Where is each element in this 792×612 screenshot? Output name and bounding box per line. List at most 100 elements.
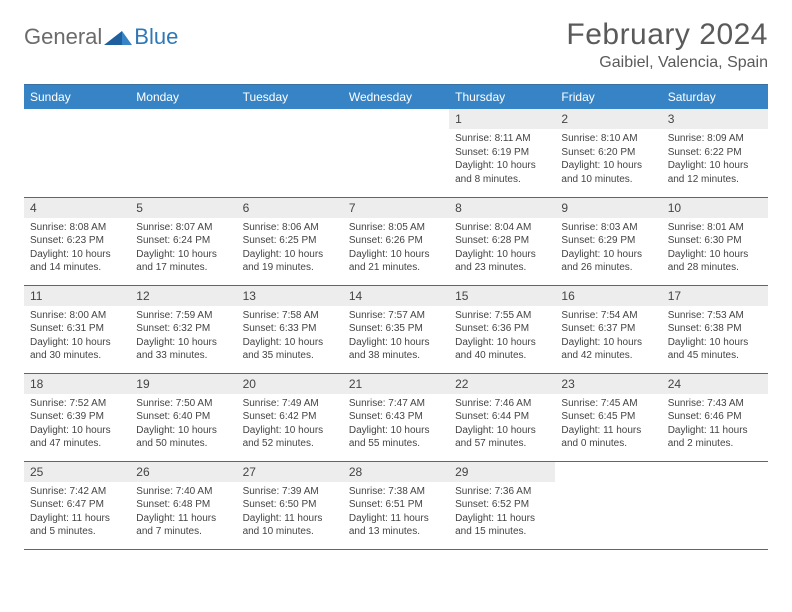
- day-sunrise: Sunrise: 8:08 AM: [30, 221, 124, 235]
- day-number: 20: [237, 374, 343, 394]
- calendar-cell: 18Sunrise: 7:52 AMSunset: 6:39 PMDayligh…: [24, 373, 130, 461]
- day-data: Sunrise: 7:58 AMSunset: 6:33 PMDaylight:…: [237, 306, 343, 367]
- day-data: Sunrise: 8:05 AMSunset: 6:26 PMDaylight:…: [343, 218, 449, 279]
- dayname-saturday: Saturday: [662, 85, 768, 110]
- day-sunrise: Sunrise: 8:09 AM: [668, 132, 762, 146]
- day-number: 1: [449, 109, 555, 129]
- day-sunrise: Sunrise: 8:00 AM: [30, 309, 124, 323]
- day-data: Sunrise: 7:54 AMSunset: 6:37 PMDaylight:…: [555, 306, 661, 367]
- calendar-cell: 4Sunrise: 8:08 AMSunset: 6:23 PMDaylight…: [24, 197, 130, 285]
- calendar-cell: 11Sunrise: 8:00 AMSunset: 6:31 PMDayligh…: [24, 285, 130, 373]
- day-sunrise: Sunrise: 7:50 AM: [136, 397, 230, 411]
- day-sunrise: Sunrise: 7:52 AM: [30, 397, 124, 411]
- day-data: Sunrise: 7:43 AMSunset: 6:46 PMDaylight:…: [662, 394, 768, 455]
- calendar-cell: 3Sunrise: 8:09 AMSunset: 6:22 PMDaylight…: [662, 109, 768, 197]
- day-data: Sunrise: 7:57 AMSunset: 6:35 PMDaylight:…: [343, 306, 449, 367]
- day-sunrise: Sunrise: 8:07 AM: [136, 221, 230, 235]
- day-data: Sunrise: 7:39 AMSunset: 6:50 PMDaylight:…: [237, 482, 343, 543]
- day-data: Sunrise: 8:10 AMSunset: 6:20 PMDaylight:…: [555, 129, 661, 190]
- day-sunrise: Sunrise: 7:57 AM: [349, 309, 443, 323]
- day-sunset: Sunset: 6:23 PM: [30, 234, 124, 248]
- dayname-tuesday: Tuesday: [237, 85, 343, 110]
- day-sunrise: Sunrise: 7:46 AM: [455, 397, 549, 411]
- calendar-cell: 7Sunrise: 8:05 AMSunset: 6:26 PMDaylight…: [343, 197, 449, 285]
- calendar-row: 1Sunrise: 8:11 AMSunset: 6:19 PMDaylight…: [24, 109, 768, 197]
- day-daylight: Daylight: 10 hours and 26 minutes.: [561, 248, 655, 275]
- day-number: 6: [237, 198, 343, 218]
- day-daylight: Daylight: 10 hours and 50 minutes.: [136, 424, 230, 451]
- logo-text-general: General: [24, 24, 102, 50]
- calendar-cell: 13Sunrise: 7:58 AMSunset: 6:33 PMDayligh…: [237, 285, 343, 373]
- day-data: Sunrise: 8:06 AMSunset: 6:25 PMDaylight:…: [237, 218, 343, 279]
- dayname-sunday: Sunday: [24, 85, 130, 110]
- day-sunset: Sunset: 6:40 PM: [136, 410, 230, 424]
- day-sunset: Sunset: 6:48 PM: [136, 498, 230, 512]
- day-number: 9: [555, 198, 661, 218]
- day-data: Sunrise: 8:01 AMSunset: 6:30 PMDaylight:…: [662, 218, 768, 279]
- day-sunrise: Sunrise: 7:40 AM: [136, 485, 230, 499]
- day-sunset: Sunset: 6:32 PM: [136, 322, 230, 336]
- calendar-row: 11Sunrise: 8:00 AMSunset: 6:31 PMDayligh…: [24, 285, 768, 373]
- calendar-table: Sunday Monday Tuesday Wednesday Thursday…: [24, 84, 768, 550]
- day-data: Sunrise: 7:46 AMSunset: 6:44 PMDaylight:…: [449, 394, 555, 455]
- calendar-cell: 23Sunrise: 7:45 AMSunset: 6:45 PMDayligh…: [555, 373, 661, 461]
- day-daylight: Daylight: 10 hours and 17 minutes.: [136, 248, 230, 275]
- day-sunset: Sunset: 6:45 PM: [561, 410, 655, 424]
- day-daylight: Daylight: 10 hours and 38 minutes.: [349, 336, 443, 363]
- day-data: Sunrise: 7:42 AMSunset: 6:47 PMDaylight:…: [24, 482, 130, 543]
- day-daylight: Daylight: 11 hours and 15 minutes.: [455, 512, 549, 539]
- day-sunset: Sunset: 6:30 PM: [668, 234, 762, 248]
- dayname-friday: Friday: [555, 85, 661, 110]
- day-daylight: Daylight: 11 hours and 5 minutes.: [30, 512, 124, 539]
- calendar-cell: [662, 461, 768, 549]
- calendar-cell: 5Sunrise: 8:07 AMSunset: 6:24 PMDaylight…: [130, 197, 236, 285]
- calendar-cell: 28Sunrise: 7:38 AMSunset: 6:51 PMDayligh…: [343, 461, 449, 549]
- day-sunset: Sunset: 6:44 PM: [455, 410, 549, 424]
- calendar-cell: [343, 109, 449, 197]
- calendar-cell: [555, 461, 661, 549]
- day-sunset: Sunset: 6:28 PM: [455, 234, 549, 248]
- day-data: Sunrise: 7:45 AMSunset: 6:45 PMDaylight:…: [555, 394, 661, 455]
- day-number: 22: [449, 374, 555, 394]
- calendar-body: 1Sunrise: 8:11 AMSunset: 6:19 PMDaylight…: [24, 109, 768, 549]
- day-daylight: Daylight: 10 hours and 40 minutes.: [455, 336, 549, 363]
- day-daylight: Daylight: 10 hours and 57 minutes.: [455, 424, 549, 451]
- dayname-monday: Monday: [130, 85, 236, 110]
- day-daylight: Daylight: 10 hours and 45 minutes.: [668, 336, 762, 363]
- day-number: 10: [662, 198, 768, 218]
- calendar-cell: 1Sunrise: 8:11 AMSunset: 6:19 PMDaylight…: [449, 109, 555, 197]
- day-data: Sunrise: 8:07 AMSunset: 6:24 PMDaylight:…: [130, 218, 236, 279]
- day-data: Sunrise: 7:38 AMSunset: 6:51 PMDaylight:…: [343, 482, 449, 543]
- day-number: 27: [237, 462, 343, 482]
- day-sunrise: Sunrise: 7:38 AM: [349, 485, 443, 499]
- calendar-cell: 17Sunrise: 7:53 AMSunset: 6:38 PMDayligh…: [662, 285, 768, 373]
- day-sunrise: Sunrise: 7:42 AM: [30, 485, 124, 499]
- day-sunset: Sunset: 6:26 PM: [349, 234, 443, 248]
- calendar-cell: 19Sunrise: 7:50 AMSunset: 6:40 PMDayligh…: [130, 373, 236, 461]
- day-number: 15: [449, 286, 555, 306]
- day-number: 17: [662, 286, 768, 306]
- day-number: 29: [449, 462, 555, 482]
- dayname-wednesday: Wednesday: [343, 85, 449, 110]
- day-daylight: Daylight: 11 hours and 13 minutes.: [349, 512, 443, 539]
- day-daylight: Daylight: 10 hours and 12 minutes.: [668, 159, 762, 186]
- day-sunrise: Sunrise: 8:06 AM: [243, 221, 337, 235]
- day-sunset: Sunset: 6:43 PM: [349, 410, 443, 424]
- day-sunset: Sunset: 6:35 PM: [349, 322, 443, 336]
- day-data: Sunrise: 8:03 AMSunset: 6:29 PMDaylight:…: [555, 218, 661, 279]
- day-daylight: Daylight: 10 hours and 19 minutes.: [243, 248, 337, 275]
- day-number: 25: [24, 462, 130, 482]
- day-number: 23: [555, 374, 661, 394]
- day-data: Sunrise: 7:53 AMSunset: 6:38 PMDaylight:…: [662, 306, 768, 367]
- day-sunrise: Sunrise: 7:59 AM: [136, 309, 230, 323]
- day-sunset: Sunset: 6:42 PM: [243, 410, 337, 424]
- calendar-cell: 10Sunrise: 8:01 AMSunset: 6:30 PMDayligh…: [662, 197, 768, 285]
- calendar-cell: [237, 109, 343, 197]
- location-title: Gaibiel, Valencia, Spain: [566, 54, 768, 72]
- day-data: Sunrise: 7:40 AMSunset: 6:48 PMDaylight:…: [130, 482, 236, 543]
- calendar-cell: 27Sunrise: 7:39 AMSunset: 6:50 PMDayligh…: [237, 461, 343, 549]
- calendar-cell: 2Sunrise: 8:10 AMSunset: 6:20 PMDaylight…: [555, 109, 661, 197]
- calendar-cell: 9Sunrise: 8:03 AMSunset: 6:29 PMDaylight…: [555, 197, 661, 285]
- calendar-cell: 22Sunrise: 7:46 AMSunset: 6:44 PMDayligh…: [449, 373, 555, 461]
- calendar-cell: 21Sunrise: 7:47 AMSunset: 6:43 PMDayligh…: [343, 373, 449, 461]
